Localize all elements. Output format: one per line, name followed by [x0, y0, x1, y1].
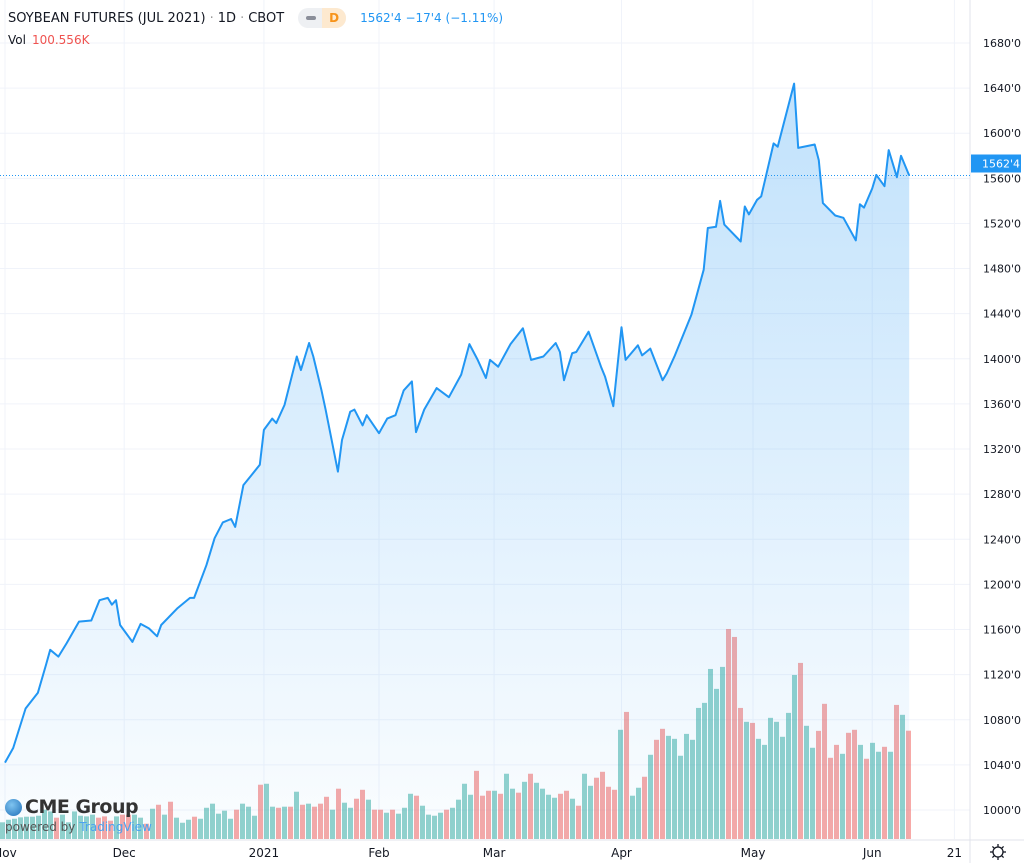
powered-by-text: powered by	[5, 820, 76, 834]
time-axis[interactable]: Nov Dec 2021 Feb Mar Apr May Jun 21	[0, 846, 962, 860]
volume-legend: Vol 100.556K	[8, 33, 89, 47]
x-tick-label: Mar	[483, 846, 506, 860]
exchange: CBOT	[248, 10, 285, 26]
x-tick-label: Feb	[368, 846, 389, 860]
y-tick-label: 1320'0	[983, 443, 1021, 456]
y-tick-label: 1000'0	[983, 804, 1021, 817]
separator: ·	[240, 10, 245, 26]
price-area	[0, 82, 970, 840]
logo-text: CME Group	[25, 796, 139, 818]
y-tick-label: 1120'0	[983, 669, 1021, 682]
separator: ·	[209, 10, 214, 26]
volume-label: Vol	[8, 33, 26, 47]
current-price-label: 1562'4	[982, 158, 1020, 171]
y-tick-label: 1520'0	[983, 217, 1021, 230]
y-tick-label: 1160'0	[983, 624, 1021, 637]
x-tick-label: 2021	[249, 846, 280, 860]
y-tick-label: 1400'0	[983, 353, 1021, 366]
interval[interactable]: 1D	[217, 10, 237, 26]
y-tick-label: 1600'0	[983, 127, 1021, 140]
y-tick-label: 1280'0	[983, 488, 1021, 501]
settings-gear-icon[interactable]	[990, 844, 1006, 860]
x-tick-label: Dec	[113, 846, 136, 860]
globe-icon	[5, 798, 22, 816]
y-tick-label: 1680'0	[983, 37, 1021, 50]
price-change: −17'4	[405, 11, 442, 25]
price-area-fill	[0, 83, 910, 840]
x-tick-label: May	[741, 846, 766, 860]
volume-value: 100.556K	[31, 33, 90, 47]
y-tick-label: 1240'0	[983, 533, 1021, 546]
y-tick-label: 1480'0	[983, 263, 1021, 276]
price-line	[4, 82, 911, 764]
y-tick-label: 1560'0	[983, 172, 1021, 185]
y-tick-label: 1360'0	[983, 398, 1021, 411]
x-tick-label: Jun	[862, 846, 882, 860]
last-price: 1562'4	[360, 11, 402, 25]
cme-logo[interactable]: CME Group powered by TradingView	[5, 796, 152, 834]
y-tick-label: 1200'0	[983, 578, 1021, 591]
delayed-badge: D	[322, 8, 347, 28]
chart-legend: SOYBEAN FUTURES (JUL 2021) · 1D · CBOT D…	[8, 8, 503, 28]
current-price-label-bg	[971, 154, 1021, 173]
symbol-title[interactable]: SOYBEAN FUTURES (JUL 2021)	[8, 10, 206, 26]
y-tick-label: 1440'0	[983, 308, 1021, 321]
y-tick-label: 1080'0	[983, 714, 1021, 727]
x-tick-label: 21	[947, 846, 962, 860]
x-tick-label: Nov	[0, 846, 17, 860]
price-axis[interactable]: 1000'0 1040'0 1080'0 1120'0 1160'0 1200'0 1240…	[971, 37, 1021, 817]
y-tick-label: 1640'0	[983, 82, 1021, 95]
price-change-pct: (−1.11%)	[445, 11, 504, 25]
x-tick-label: Apr	[611, 846, 632, 860]
market-status-badge[interactable]: D	[298, 8, 347, 28]
minus-icon	[306, 16, 317, 20]
y-tick-label: 1040'0	[983, 759, 1021, 772]
tradingview-link[interactable]: TradingView	[79, 820, 152, 834]
quote: 1562'4 −17'4 (−1.11%)	[360, 11, 503, 25]
